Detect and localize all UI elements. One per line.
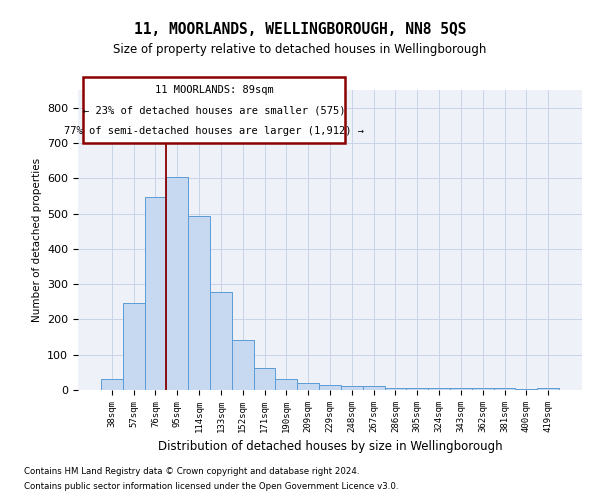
Bar: [472, 388, 494, 390]
Bar: [428, 388, 450, 390]
Bar: [254, 368, 275, 390]
Bar: [166, 177, 188, 390]
Bar: [319, 386, 341, 390]
Bar: [385, 388, 406, 390]
Bar: [123, 303, 145, 390]
Bar: [210, 292, 232, 390]
FancyBboxPatch shape: [83, 76, 345, 142]
Bar: [406, 388, 428, 390]
Bar: [297, 383, 319, 390]
Bar: [232, 340, 254, 390]
Text: Contains public sector information licensed under the Open Government Licence v3: Contains public sector information licen…: [24, 482, 398, 491]
Bar: [537, 388, 559, 390]
Bar: [450, 388, 472, 390]
Text: Size of property relative to detached houses in Wellingborough: Size of property relative to detached ho…: [113, 42, 487, 56]
Bar: [363, 386, 385, 390]
Text: 11 MOORLANDS: 89sqm: 11 MOORLANDS: 89sqm: [155, 84, 274, 94]
Bar: [145, 196, 166, 390]
X-axis label: Distribution of detached houses by size in Wellingborough: Distribution of detached houses by size …: [158, 440, 502, 454]
Bar: [188, 216, 210, 390]
Bar: [275, 380, 297, 390]
Bar: [494, 388, 515, 390]
Text: 77% of semi-detached houses are larger (1,912) →: 77% of semi-detached houses are larger (…: [64, 126, 364, 136]
Bar: [341, 386, 363, 390]
Y-axis label: Number of detached properties: Number of detached properties: [32, 158, 41, 322]
Text: ← 23% of detached houses are smaller (575): ← 23% of detached houses are smaller (57…: [83, 106, 346, 116]
Text: 11, MOORLANDS, WELLINGBOROUGH, NN8 5QS: 11, MOORLANDS, WELLINGBOROUGH, NN8 5QS: [134, 22, 466, 38]
Text: Contains HM Land Registry data © Crown copyright and database right 2024.: Contains HM Land Registry data © Crown c…: [24, 467, 359, 476]
Bar: [101, 380, 123, 390]
Bar: [515, 389, 537, 390]
